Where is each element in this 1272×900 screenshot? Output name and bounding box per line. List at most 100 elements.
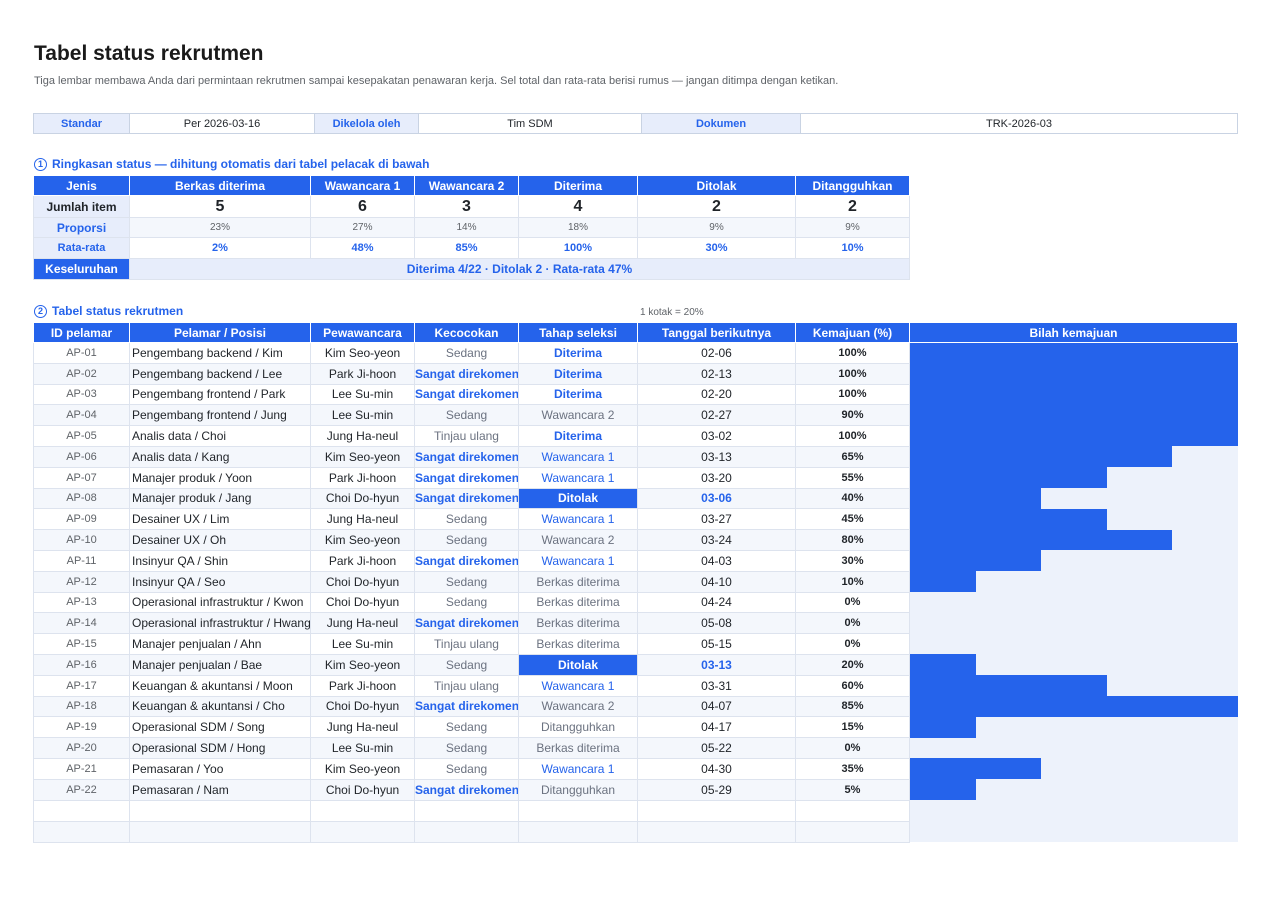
match-cell[interactable]: Sangat direkomendasikan	[414, 550, 519, 572]
match-cell[interactable]: Sangat direkomendasikan	[414, 384, 519, 406]
applicant-id-cell[interactable]: AP-09	[33, 508, 130, 531]
table-row[interactable]: AP-15 Manajer penjualan / Ahn Lee Su-min Ti…	[33, 633, 1238, 655]
meta-managed-value[interactable]: Tim SDM	[418, 113, 642, 134]
interviewer-cell[interactable]: Park Ji-hoon	[310, 363, 415, 385]
applicant-id-cell[interactable]: AP-04	[33, 404, 130, 427]
empty-cell[interactable]	[518, 800, 638, 822]
match-cell[interactable]: Sangat direkomendasikan	[414, 363, 519, 385]
table-row[interactable]: AP-07 Manajer produk / Yoon Park Ji-hoon Sa…	[33, 467, 1238, 489]
next-date-cell[interactable]: 04-03	[637, 550, 796, 572]
match-cell[interactable]: Sedang	[414, 404, 519, 427]
next-date-cell[interactable]: 05-08	[637, 612, 796, 635]
empty-cell[interactable]	[637, 800, 796, 822]
meta-standard-value[interactable]: Per 2026-03-16	[129, 113, 315, 134]
interviewer-cell[interactable]: Kim Seo-yeon	[310, 446, 415, 468]
stage-cell[interactable]: Wawancara 1	[518, 550, 638, 572]
match-cell[interactable]: Sangat direkomendasikan	[414, 467, 519, 489]
table-row[interactable]: AP-22 Pemasaran / Nam Choi Do-hyun Sangat d…	[33, 779, 1238, 801]
next-date-cell[interactable]: 03-13	[637, 654, 796, 676]
progress-percent-cell[interactable]: 100%	[795, 425, 910, 447]
stage-cell[interactable]: Wawancara 1	[518, 758, 638, 780]
progress-percent-cell[interactable]: 15%	[795, 716, 910, 739]
applicant-id-cell[interactable]: AP-12	[33, 571, 130, 593]
applicant-id-cell[interactable]: AP-14	[33, 612, 130, 635]
applicant-id-cell[interactable]: AP-21	[33, 758, 130, 780]
progress-percent-cell[interactable]: 100%	[795, 384, 910, 406]
applicant-id-cell[interactable]: AP-08	[33, 488, 130, 510]
next-date-cell[interactable]: 03-24	[637, 529, 796, 551]
interviewer-cell[interactable]: Lee Su-min	[310, 633, 415, 655]
table-row[interactable]: AP-21 Pemasaran / Yoo Kim Seo-yeon Sedang Wa…	[33, 758, 1238, 780]
table-row[interactable]: AP-18 Keuangan & akuntansi / Cho Choi Do-h…	[33, 696, 1238, 718]
match-cell[interactable]: Sangat direkomendasikan	[414, 612, 519, 635]
applicant-id-cell[interactable]: AP-22	[33, 779, 130, 801]
applicant-id-cell[interactable]: AP-10	[33, 529, 130, 551]
next-date-cell[interactable]: 05-15	[637, 633, 796, 655]
applicant-name-cell[interactable]: Keuangan & akuntansi / Cho	[129, 696, 311, 718]
match-cell[interactable]: Sedang	[414, 508, 519, 531]
applicant-name-cell[interactable]: Operasional infrastruktur / Kwon	[129, 592, 311, 614]
table-row[interactable]: AP-19 Operasional SDM / Song Jung Ha-neul S…	[33, 716, 1238, 739]
table-row[interactable]: AP-02 Pengembang backend / Lee Park Ji-hoo…	[33, 363, 1238, 385]
applicant-name-cell[interactable]: Pengembang backend / Kim	[129, 342, 311, 364]
match-cell[interactable]: Sedang	[414, 758, 519, 780]
interviewer-cell[interactable]: Kim Seo-yeon	[310, 529, 415, 551]
interviewer-cell[interactable]: Choi Do-hyun	[310, 592, 415, 614]
interviewer-cell[interactable]: Park Ji-hoon	[310, 467, 415, 489]
match-cell[interactable]: Tinjau ulang	[414, 675, 519, 697]
empty-cell[interactable]	[637, 821, 796, 843]
match-cell[interactable]: Sedang	[414, 592, 519, 614]
interviewer-cell[interactable]: Kim Seo-yeon	[310, 342, 415, 364]
stage-cell[interactable]: Wawancara 1	[518, 467, 638, 489]
progress-percent-cell[interactable]: 5%	[795, 779, 910, 801]
stage-cell[interactable]: Wawancara 1	[518, 675, 638, 697]
stage-cell[interactable]: Berkas diterima	[518, 612, 638, 635]
applicant-id-cell[interactable]: AP-01	[33, 342, 130, 364]
applicant-id-cell[interactable]: AP-18	[33, 696, 130, 718]
progress-percent-cell[interactable]: 0%	[795, 737, 910, 759]
applicant-id-cell[interactable]: AP-03	[33, 384, 130, 406]
next-date-cell[interactable]: 03-02	[637, 425, 796, 447]
empty-cell[interactable]	[129, 821, 311, 843]
next-date-cell[interactable]: 02-20	[637, 384, 796, 406]
interviewer-cell[interactable]: Choi Do-hyun	[310, 571, 415, 593]
applicant-name-cell[interactable]: Keuangan & akuntansi / Moon	[129, 675, 311, 697]
next-date-cell[interactable]: 04-30	[637, 758, 796, 780]
table-row[interactable]: AP-08 Manajer produk / Jang Choi Do-hyun Sa…	[33, 488, 1238, 510]
applicant-id-cell[interactable]: AP-19	[33, 716, 130, 739]
stage-cell[interactable]: Wawancara 2	[518, 696, 638, 718]
match-cell[interactable]: Sangat direkomendasikan	[414, 696, 519, 718]
next-date-cell[interactable]: 04-10	[637, 571, 796, 593]
progress-percent-cell[interactable]: 0%	[795, 633, 910, 655]
stage-cell[interactable]: Diterima	[518, 384, 638, 406]
empty-cell[interactable]	[310, 821, 415, 843]
next-date-cell[interactable]: 03-13	[637, 446, 796, 468]
match-cell[interactable]: Sangat direkomendasikan	[414, 779, 519, 801]
applicant-id-cell[interactable]: AP-06	[33, 446, 130, 468]
interviewer-cell[interactable]: Lee Su-min	[310, 404, 415, 427]
table-row[interactable]: AP-17 Keuangan & akuntansi / Moon Park Ji-…	[33, 675, 1238, 697]
table-row[interactable]: AP-03 Pengembang frontend / Park Lee Su-mi…	[33, 384, 1238, 406]
stage-cell[interactable]: Diterima	[518, 363, 638, 385]
table-row[interactable]: AP-20 Operasional SDM / Hong Lee Su-min Sed…	[33, 737, 1238, 759]
empty-row[interactable]	[33, 821, 1238, 843]
match-cell[interactable]: Sangat direkomendasikan	[414, 446, 519, 468]
next-date-cell[interactable]: 05-29	[637, 779, 796, 801]
applicant-name-cell[interactable]: Manajer penjualan / Ahn	[129, 633, 311, 655]
match-cell[interactable]: Sedang	[414, 716, 519, 739]
applicant-name-cell[interactable]: Manajer produk / Yoon	[129, 467, 311, 489]
progress-percent-cell[interactable]: 0%	[795, 592, 910, 614]
applicant-name-cell[interactable]: Pemasaran / Yoo	[129, 758, 311, 780]
table-row[interactable]: AP-13 Operasional infrastruktur / Kwon Cho…	[33, 592, 1238, 614]
stage-cell[interactable]: Berkas diterima	[518, 571, 638, 593]
applicant-id-cell[interactable]: AP-02	[33, 363, 130, 385]
stage-cell[interactable]: Ditangguhkan	[518, 716, 638, 739]
empty-cell[interactable]	[414, 800, 519, 822]
applicant-name-cell[interactable]: Analis data / Choi	[129, 425, 311, 447]
progress-percent-cell[interactable]: 65%	[795, 446, 910, 468]
interviewer-cell[interactable]: Lee Su-min	[310, 737, 415, 759]
applicant-name-cell[interactable]: Pemasaran / Nam	[129, 779, 311, 801]
interviewer-cell[interactable]: Kim Seo-yeon	[310, 654, 415, 676]
applicant-name-cell[interactable]: Analis data / Kang	[129, 446, 311, 468]
interviewer-cell[interactable]: Choi Do-hyun	[310, 696, 415, 718]
